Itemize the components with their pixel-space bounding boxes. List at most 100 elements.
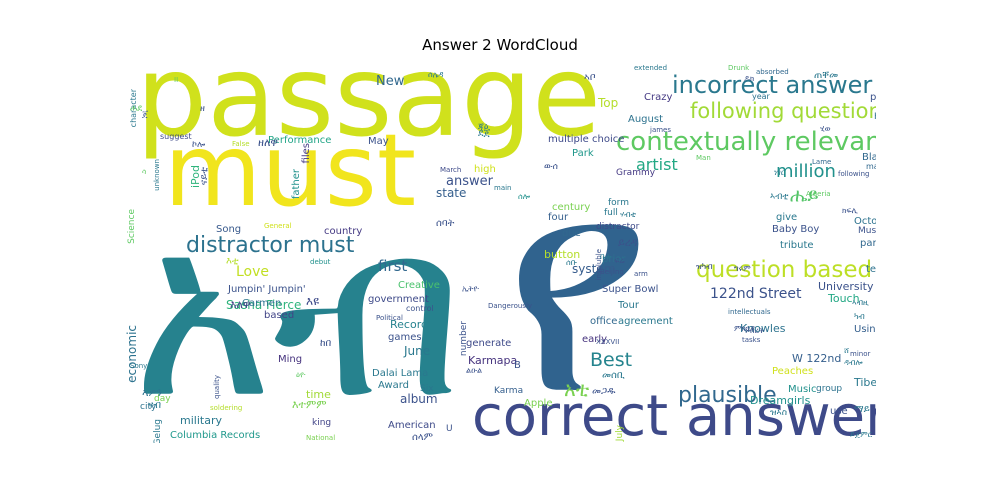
cloud-word: control	[406, 304, 434, 313]
cloud-word: ኢትዮ	[462, 284, 479, 293]
cloud-word: Knowles	[740, 322, 786, 335]
cloud-word: አቲ	[564, 377, 590, 401]
cloud-word: ናብ	[148, 400, 162, 411]
cloud-word: Using	[854, 324, 876, 335]
cloud-word: Award	[378, 380, 410, 391]
chart-title: Answer 2 WordCloud	[422, 36, 578, 54]
cloud-word: ሰባት	[436, 218, 455, 229]
cloud-word: country	[324, 226, 363, 237]
cloud-word: Carmen	[242, 298, 282, 309]
cloud-word: ሸ	[844, 346, 849, 355]
cloud-word: ኣብዚ	[852, 298, 869, 307]
cloud-word: following question	[690, 99, 876, 123]
cloud-word: ጀ	[142, 110, 149, 120]
cloud-word: ከበ	[320, 338, 332, 349]
cloud-word: term	[866, 264, 876, 275]
cloud-word: quality	[213, 375, 221, 399]
cloud-word: Tour	[618, 300, 639, 311]
cloud-word: Performance	[268, 135, 332, 146]
cloud-word: ሂወ	[820, 124, 831, 133]
cloud-word: Song	[216, 224, 242, 235]
cloud-word: New	[376, 74, 405, 89]
cloud-word: james	[650, 126, 672, 134]
cloud-word: June	[404, 344, 431, 358]
cloud-word: plausible	[678, 383, 777, 408]
cloud-word: Baby Boy	[772, 224, 820, 235]
cloud-word: University	[818, 280, 874, 293]
cloud-word: ሰሌዳ	[428, 70, 444, 79]
cloud-word: Peaches	[772, 366, 814, 377]
cloud-word: question based	[696, 257, 873, 283]
cloud-word: minor	[850, 350, 871, 358]
cloud-word: system	[572, 262, 616, 276]
cloud-word: incorrect answer	[672, 71, 873, 99]
cloud-word: soldering	[210, 404, 243, 412]
cloud-word: የ	[504, 112, 651, 443]
cloud-word: ልዑል	[466, 366, 483, 375]
cloud-word: tribute	[780, 240, 814, 251]
cloud-word: Super Bowl	[602, 284, 659, 295]
cloud-word: unknown	[153, 159, 161, 191]
cloud-word: ሃብቲ	[620, 210, 636, 219]
cloud-word: March	[440, 166, 462, 174]
cloud-word: II	[174, 76, 179, 84]
cloud-word: based	[264, 310, 295, 321]
cloud-word: ዝካብ	[696, 262, 713, 271]
cloud-word: ናይቲ	[199, 167, 210, 186]
cloud-word: extended	[634, 64, 668, 72]
cloud-word: high	[474, 164, 496, 175]
cloud-word: Gelug	[153, 419, 163, 443]
cloud-word: artist	[636, 155, 678, 174]
cloud-word: games	[388, 332, 422, 343]
cloud-word: Dalai Lama	[372, 368, 429, 379]
cloud-word: number	[459, 321, 469, 357]
cloud-word: group	[816, 384, 843, 394]
cloud-word: General	[264, 222, 292, 230]
cloud-word: መሰቢ	[602, 370, 625, 381]
cloud-word: ቤት	[600, 252, 611, 261]
cloud-word: Lame	[812, 158, 832, 166]
cloud-word: ይረዳ	[618, 236, 638, 249]
cloud-word: ንብረት	[744, 326, 765, 335]
cloud-word: Sasha Fierce	[226, 298, 302, 312]
cloud-word: American	[388, 420, 436, 431]
cloud-word: Tibet	[854, 376, 876, 389]
cloud-word: False	[232, 140, 250, 148]
cloud-word: million	[776, 161, 836, 182]
cloud-word: absorbed	[756, 68, 789, 76]
cloud-word: year	[752, 92, 770, 101]
cloud-word: ፍሬ	[614, 256, 625, 265]
cloud-word: debut	[310, 258, 331, 266]
cloud-word: እለዋ	[230, 298, 251, 311]
cloud-word: century	[552, 202, 591, 213]
cloud-word: እዩ	[306, 294, 320, 308]
cloud-word: ዳብሎ	[844, 358, 863, 367]
cloud-word: Music	[788, 384, 817, 395]
cloud-word: government	[368, 294, 429, 305]
cloud-word: እተምም	[292, 398, 327, 411]
cloud-word: following	[838, 170, 870, 178]
cloud-word: Ming	[278, 354, 303, 365]
cloud-word: ጃዕ	[478, 122, 489, 132]
cloud-word: ዝኣስ	[770, 408, 788, 418]
cloud-word: distractor	[596, 222, 640, 232]
cloud-word: ደጀ	[478, 128, 491, 139]
cloud-word: military	[180, 414, 222, 427]
cloud-word: Crazy	[644, 92, 673, 103]
cloud-word: Creative	[398, 280, 440, 291]
cloud-word: father	[291, 169, 302, 200]
cloud-word: Dreamgirls	[750, 394, 811, 407]
cloud-word: ዶክ	[744, 74, 755, 83]
cloud-word: agreement	[618, 316, 673, 327]
cloud-word: use	[830, 406, 848, 417]
cloud-word: Karmapa	[468, 354, 518, 367]
cloud-word: መጋዱ	[592, 386, 616, 397]
cloud-word: Love	[236, 264, 270, 280]
cloud-word: suggest	[160, 132, 192, 141]
cloud-word: Algeria	[806, 190, 831, 198]
cloud-word: ይጀምር	[850, 430, 873, 439]
cloud-word: ጠቐመ	[814, 70, 839, 81]
cloud-word: city	[140, 402, 157, 412]
cloud-word: Park	[572, 148, 594, 159]
cloud-word: tasks	[742, 336, 761, 344]
